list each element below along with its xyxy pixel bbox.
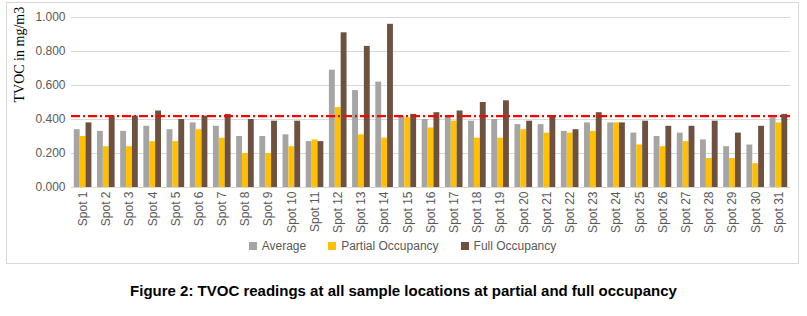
svg-text:Spot 15: Spot 15 bbox=[401, 191, 415, 233]
svg-text:Spot 31: Spot 31 bbox=[772, 191, 786, 233]
svg-text:0.600: 0.600 bbox=[35, 78, 65, 92]
svg-text:Spot 10: Spot 10 bbox=[285, 191, 299, 233]
svg-text:Spot 23: Spot 23 bbox=[586, 191, 600, 233]
svg-text:Spot 26: Spot 26 bbox=[656, 191, 670, 233]
svg-text:Spot 4: Spot 4 bbox=[146, 191, 160, 226]
svg-text:1.000: 1.000 bbox=[35, 10, 65, 24]
svg-text:Spot 28: Spot 28 bbox=[702, 191, 716, 233]
svg-text:Spot 17: Spot 17 bbox=[447, 191, 461, 233]
html-text:Average: Average bbox=[261, 239, 307, 253]
svg-text:Spot 21: Spot 21 bbox=[540, 191, 554, 233]
svg-text:Spot 30: Spot 30 bbox=[749, 191, 763, 233]
svg-text:TVOC in mg/m3: TVOC in mg/m3 bbox=[12, 7, 27, 103]
svg-text:0.400: 0.400 bbox=[35, 112, 65, 126]
svg-text:Spot 11: Spot 11 bbox=[308, 191, 322, 232]
svg-text:Spot 6: Spot 6 bbox=[192, 191, 206, 226]
svg-text:Spot 29: Spot 29 bbox=[725, 191, 739, 233]
svg-text:Spot 18: Spot 18 bbox=[470, 191, 484, 233]
svg-text:Spot 16: Spot 16 bbox=[424, 191, 438, 233]
svg-text:Spot 7: Spot 7 bbox=[215, 191, 229, 226]
svg-text:Spot 8: Spot 8 bbox=[238, 191, 252, 226]
html-text:Partial Occupancy: Partial Occupancy bbox=[341, 239, 439, 253]
html-text:Figure 2: TVOC readings at all: Figure 2: TVOC readings at all sample lo… bbox=[130, 282, 677, 299]
svg-text:Spot 20: Spot 20 bbox=[517, 191, 531, 233]
svg-text:Spot 5: Spot 5 bbox=[169, 191, 183, 226]
svg-text:Spot 19: Spot 19 bbox=[493, 191, 507, 233]
svg-text:Spot 25: Spot 25 bbox=[633, 191, 647, 233]
svg-text:0.200: 0.200 bbox=[35, 146, 65, 160]
svg-text:Spot 14: Spot 14 bbox=[377, 191, 391, 233]
svg-text:Spot 9: Spot 9 bbox=[261, 191, 275, 226]
svg-text:Spot 2: Spot 2 bbox=[99, 191, 113, 226]
svg-text:0.000: 0.000 bbox=[35, 180, 65, 194]
svg-text:Spot 1: Spot 1 bbox=[76, 191, 90, 226]
svg-text:Spot 22: Spot 22 bbox=[563, 191, 577, 233]
svg-text:0.800: 0.800 bbox=[35, 44, 65, 58]
html-text:Full Occupancy: Full Occupancy bbox=[473, 239, 557, 253]
svg-text:Spot 13: Spot 13 bbox=[354, 191, 368, 233]
svg-text:Spot 3: Spot 3 bbox=[122, 191, 136, 226]
svg-text:Spot 27: Spot 27 bbox=[679, 191, 693, 233]
svg-text:Spot 12: Spot 12 bbox=[331, 191, 345, 233]
svg-text:Spot 24: Spot 24 bbox=[609, 191, 623, 233]
